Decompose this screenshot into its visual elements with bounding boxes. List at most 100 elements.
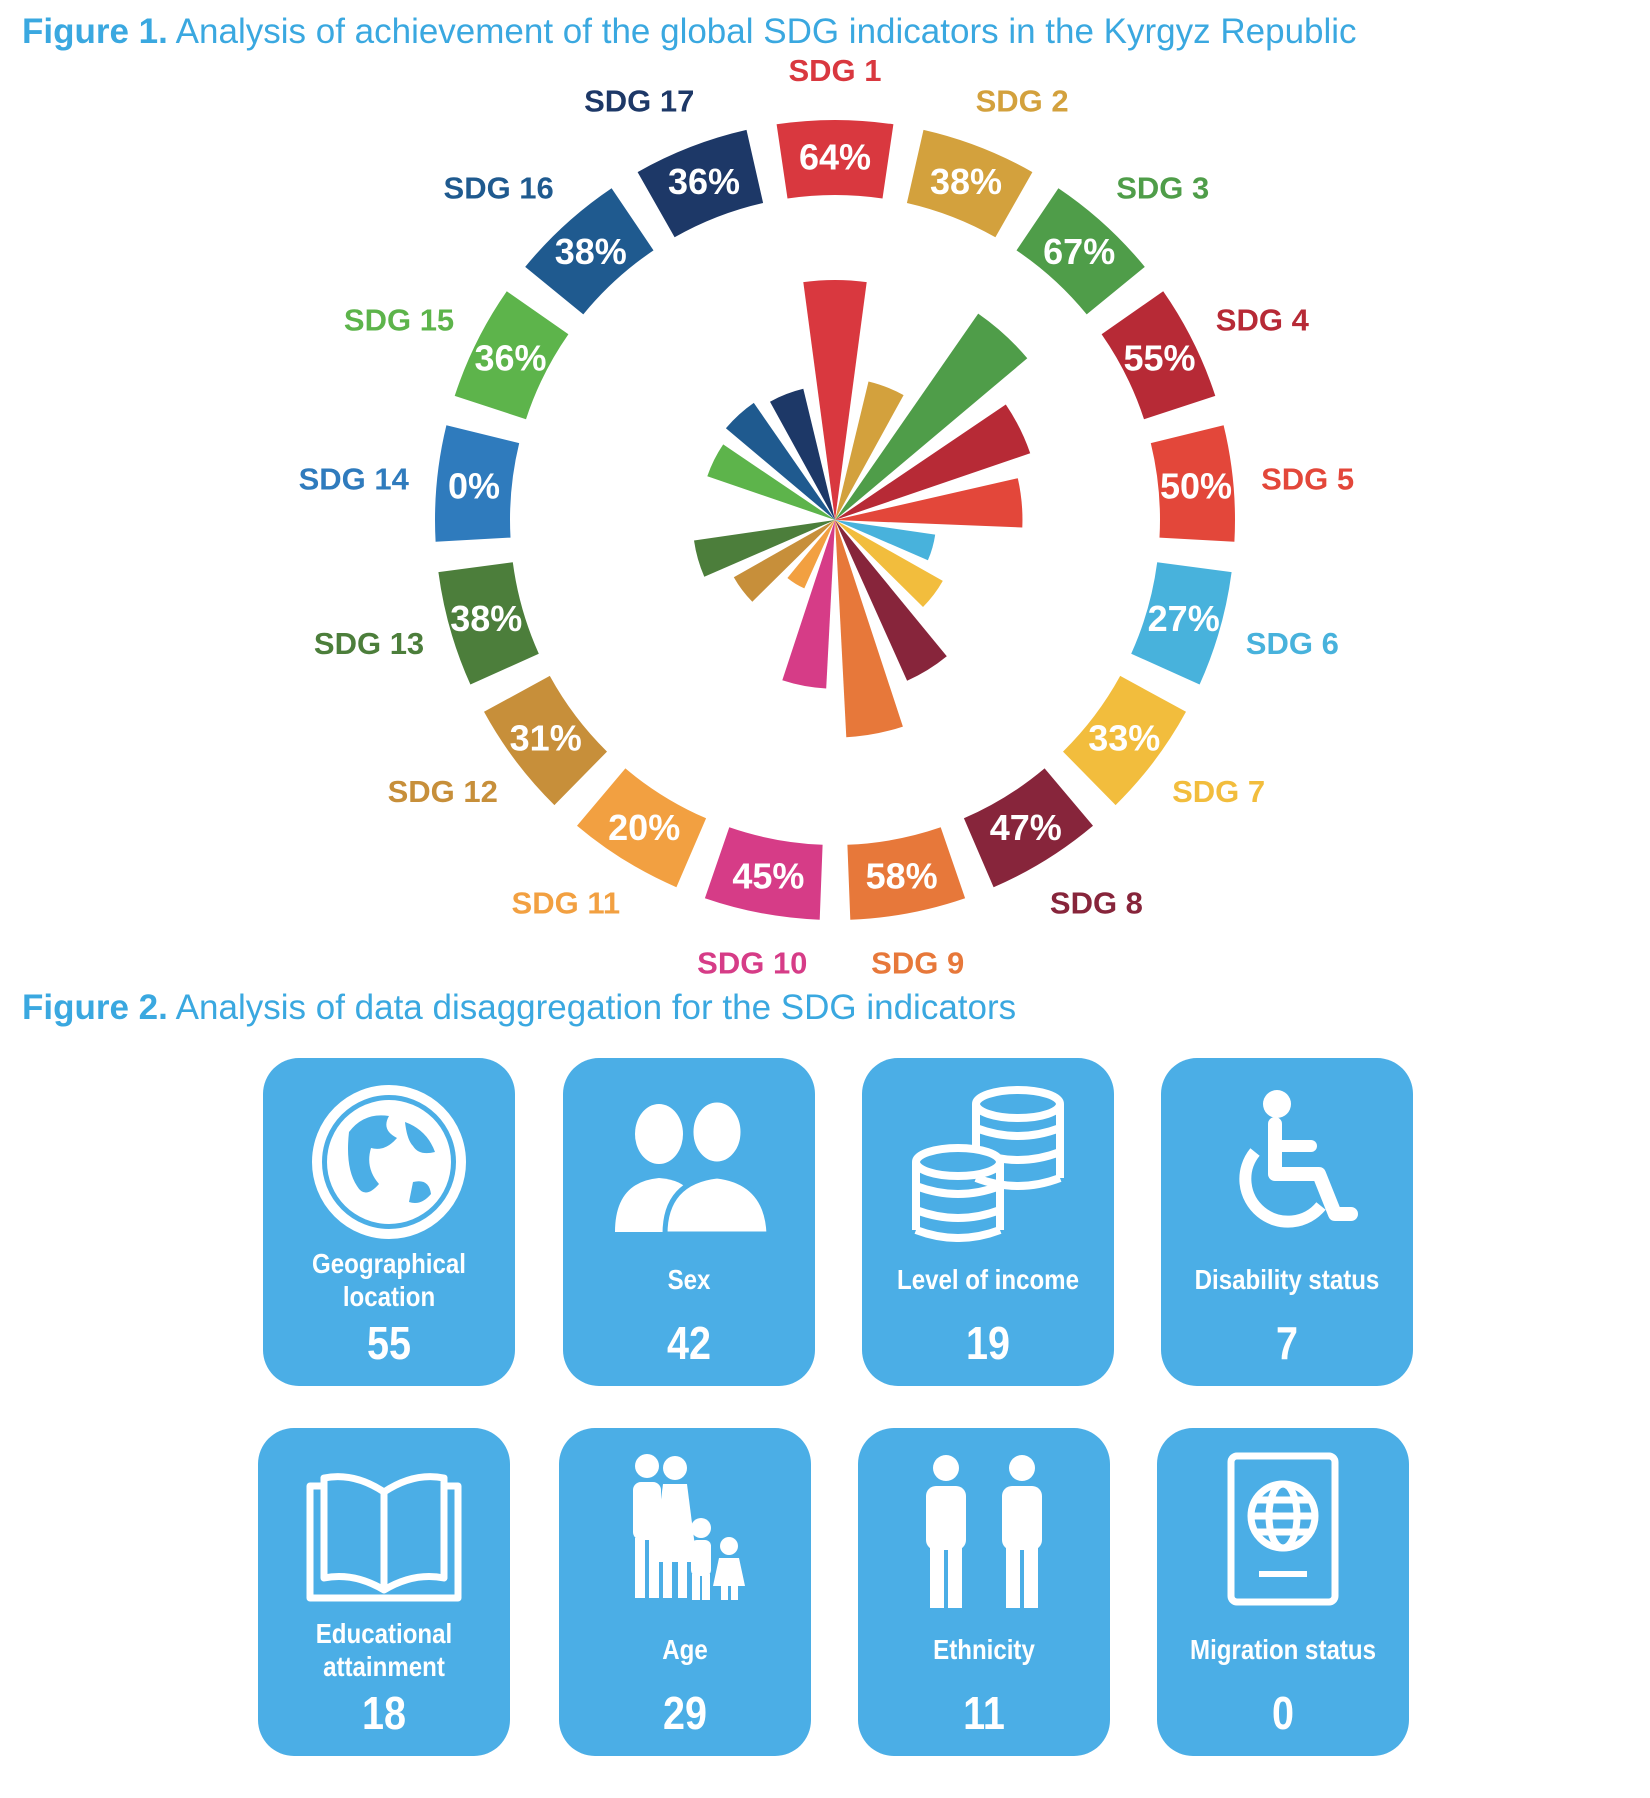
tile-label: Educational attainment (315, 1617, 453, 1682)
sdg-rose-chart: 64% SDG 1 38% SDG 2 67%SDG 3 55% SDG 4 50% SDG 5… (299, 53, 1355, 975)
sdg-3-bar (835, 313, 1028, 520)
sdg-15-ring-segment (454, 291, 569, 420)
sdg-8-value-label: 47% (990, 807, 1062, 848)
sdg-9-ring-segment (847, 827, 966, 920)
sdg-1-value-label: 64% (799, 137, 871, 178)
figure-2-title: Figure 2. Analysis of data disaggregatio… (22, 988, 1016, 1028)
sdg-2-bar (835, 381, 904, 520)
people-icon (609, 1082, 772, 1242)
sdg-5-ring-segment (1150, 425, 1235, 542)
sdg-4-category-label: SDG 4 (1216, 302, 1310, 337)
wheelchair-icon (1207, 1082, 1367, 1242)
sdg-7-value-label: 33% (1088, 718, 1160, 759)
sdg-14-value-label: 0% (448, 466, 500, 507)
figure-1-text: Analysis of achievement of the global SD… (175, 12, 1357, 51)
sdg-17-bar (770, 388, 835, 520)
sdg-10-value-label: 45% (732, 855, 804, 896)
sdg-15-category-label: SDG 15 (344, 302, 454, 337)
sdg-16-category-label: SDG 16 (444, 170, 554, 205)
sdg-8-ring-segment (963, 768, 1093, 888)
sdg-6-category-label: SDG 6 (1246, 626, 1339, 661)
tile-educational-attainment: Educational attainment 18 (258, 1428, 510, 1756)
tile-count: 0 (1271, 1687, 1295, 1739)
sdg-2-value-label: 38% (930, 161, 1002, 202)
sdg-15-bar (707, 444, 835, 520)
sdg-17-ring-segment (637, 129, 764, 238)
tile-count: 18 (361, 1687, 406, 1739)
sdg-7-bar (835, 520, 943, 607)
sdg-13-bar (694, 520, 835, 577)
sdg-4-value-label: 55% (1123, 337, 1195, 378)
sdg-16-value-label: 38% (555, 231, 627, 272)
two-persons-icon (904, 1452, 1064, 1612)
sdg-9-value-label: 58% (866, 855, 938, 896)
sdg-16-ring-segment (525, 188, 654, 315)
sdg-3-category-label: SDG 3 (1116, 170, 1209, 205)
tile-count: 19 (965, 1317, 1010, 1369)
tile-label: Ethnicity (933, 1634, 1035, 1666)
sdg-16-bar (725, 402, 835, 520)
tile-label: Disability status (1194, 1264, 1380, 1296)
tile-geographical-location: Geographical location 55 (263, 1058, 515, 1386)
sdg-12-value-label: 31% (510, 718, 582, 759)
tile-ethnicity: Ethnicity 11 (858, 1428, 1110, 1756)
sdg-3-ring-segment (1016, 188, 1145, 315)
sdg-11-bar (787, 520, 835, 589)
sdg-9-category-label: SDG 9 (871, 945, 964, 975)
sdg-10-bar (782, 520, 835, 689)
sdg-6-ring-segment (1131, 562, 1232, 685)
sdg-10-ring-segment (704, 827, 823, 920)
sdg-4-bar (835, 404, 1031, 520)
sdg-13-ring-segment (438, 562, 539, 685)
figure-1-title: Figure 1. Analysis of achievement of the… (22, 12, 1357, 52)
tile-count: 7 (1275, 1317, 1299, 1369)
family-icon (605, 1452, 765, 1612)
sdg-9-bar (835, 520, 903, 738)
sdg-5-value-label: 50% (1160, 466, 1232, 507)
book-icon (304, 1452, 464, 1612)
sdg-1-ring-segment (776, 120, 894, 199)
sdg-12-bar (733, 520, 835, 602)
sdg-10-category-label: SDG 10 (697, 945, 807, 975)
sdg-1-bar (803, 279, 867, 520)
sdg-5-bar (835, 478, 1023, 528)
tile-age: Age 29 (559, 1428, 811, 1756)
sdg-12-ring-segment (484, 675, 607, 806)
sdg-13-category-label: SDG 13 (314, 626, 424, 661)
coins-icon (908, 1082, 1068, 1242)
sdg-8-bar (835, 520, 947, 681)
sdg-1-category-label: SDG 1 (788, 53, 881, 88)
tile-disability-status: Disability status 7 (1161, 1058, 1413, 1386)
sdg-11-ring-segment (577, 768, 707, 888)
sdg-17-value-label: 36% (668, 161, 740, 202)
sdg-8-category-label: SDG 8 (1050, 886, 1143, 921)
sdg-4-ring-segment (1101, 291, 1216, 420)
sdg-11-category-label: SDG 11 (512, 886, 621, 921)
tile-migration-status: Migration status 0 (1157, 1428, 1409, 1756)
tile-label: Level of income (897, 1264, 1079, 1296)
figure-2-text: Analysis of data disaggregation for the … (175, 988, 1017, 1027)
sdg-14-ring-segment (435, 425, 520, 542)
tile-sex: Sex 42 (563, 1058, 815, 1386)
tile-label: Age (662, 1634, 708, 1666)
tile-label: Migration status (1190, 1634, 1376, 1666)
tile-count: 42 (666, 1317, 711, 1369)
sdg-7-ring-segment (1063, 675, 1186, 806)
sdg-5-category-label: SDG 5 (1261, 462, 1354, 497)
sdg-2-category-label: SDG 2 (976, 83, 1069, 118)
sdg-17-category-label: SDG 17 (584, 83, 694, 118)
sdg-2-ring-segment (906, 129, 1033, 238)
tile-count: 29 (662, 1687, 707, 1739)
tile-count: 55 (366, 1317, 411, 1369)
sdg-13-value-label: 38% (450, 598, 522, 639)
globe-icon (309, 1082, 469, 1242)
tile-label: Geographical location (312, 1247, 466, 1312)
tile-level-of-income: Level of income 19 (862, 1058, 1114, 1386)
passport-icon (1203, 1452, 1363, 1612)
sdg-6-value-label: 27% (1148, 598, 1220, 639)
figure-1-prefix: Figure 1. (22, 12, 168, 51)
sdg-12-category-label: SDG 12 (388, 774, 498, 809)
sdg-15-value-label: 36% (474, 337, 546, 378)
sdg-14-category-label: SDG 14 (299, 462, 410, 497)
sdg-11-value-label: 20% (608, 807, 680, 848)
